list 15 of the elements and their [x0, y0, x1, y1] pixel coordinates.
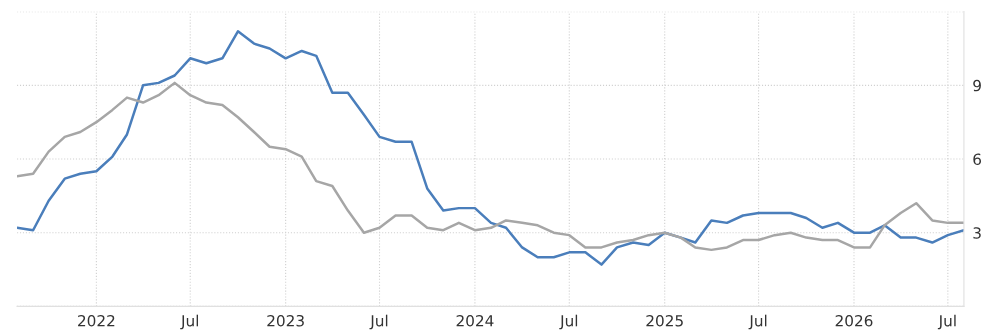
y-tick-label: 6: [973, 153, 982, 166]
x-tick-label: 2024: [456, 314, 494, 327]
x-tick-label: Jul: [559, 314, 578, 330]
line-series: [17, 30, 964, 266]
x-tick-label: Jul: [748, 314, 767, 330]
x-tick-label: 2022: [78, 314, 115, 327]
x-tick-label: Jul: [369, 314, 388, 330]
y-tick-label: 3: [973, 227, 981, 239]
y-tick-label: 9: [973, 79, 981, 92]
x-tick-label: Jul: [180, 314, 199, 330]
x-tick-label: 2025: [646, 314, 683, 327]
line-series: [17, 81, 964, 252]
x-tick-label: 2023: [267, 314, 304, 327]
x-tick-label: 2026: [835, 314, 873, 327]
x-tick-label: Jul: [937, 314, 956, 330]
